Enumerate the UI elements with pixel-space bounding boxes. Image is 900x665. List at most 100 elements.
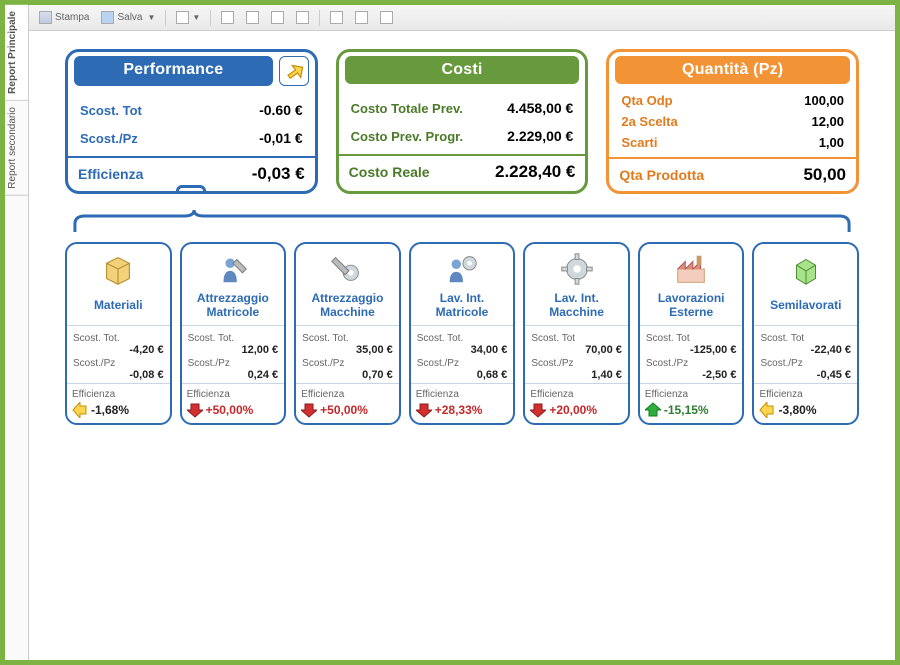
toolbar-separator xyxy=(319,10,320,26)
card-performance: Performance Scost. Tot-0.60 € Scost./Pz-… xyxy=(65,49,318,194)
node-title: Lav. Int. Macchine xyxy=(529,291,624,321)
card-quantita-summary: Qta Prodotta 50,00 xyxy=(609,157,856,191)
node-efficienza-label: Efficienza xyxy=(187,389,280,400)
node-scost-pz-value: 0,70 € xyxy=(302,369,393,381)
toolbar-separator xyxy=(210,10,211,26)
node-scost-pz-value: 0,68 € xyxy=(417,369,508,381)
toolbar: Stampa Salva▼ ▼ xyxy=(29,5,895,31)
trend-arrow-icon xyxy=(301,402,317,418)
node-title: Lavorazioni Esterne xyxy=(644,291,739,321)
node-efficienza-label: Efficienza xyxy=(301,389,394,400)
nav-next-button[interactable] xyxy=(267,10,288,25)
node-scost-pz-label: Scost./Pz xyxy=(417,358,508,369)
card-costi-summary: Costo Reale 2.228,40 € xyxy=(339,154,586,188)
node-title: Semilavorati xyxy=(758,291,853,321)
trend-arrow-icon xyxy=(530,402,546,418)
node-scost-pz-label: Scost./Pz xyxy=(188,358,279,369)
node-scost-tot-value: -22,40 € xyxy=(760,344,851,356)
node-title: Lav. Int. Matricole xyxy=(415,291,510,321)
nav-next-icon xyxy=(271,11,284,24)
detail-nodes-row: Materiali Scost. Tot. -4,20 € Scost./Pz … xyxy=(65,242,859,425)
node-scost-pz-value: 0,24 € xyxy=(188,369,279,381)
node-efficienza-label: Efficienza xyxy=(72,389,165,400)
detail-node[interactable]: Materiali Scost. Tot. -4,20 € Scost./Pz … xyxy=(65,242,172,425)
quantita-row: Scarti1,00 xyxy=(619,132,846,153)
node-efficienza-label: Efficienza xyxy=(530,389,623,400)
node-icon xyxy=(558,250,596,288)
node-scost-pz-label: Scost./Pz xyxy=(646,358,737,369)
perf-row: Scost. Tot-0.60 € xyxy=(78,96,305,124)
collapse-button[interactable] xyxy=(176,185,206,194)
node-scost-tot-label: Scost. Tot. xyxy=(73,333,164,344)
node-icon xyxy=(672,250,710,288)
node-scost-pz-value: 1,40 € xyxy=(531,369,622,381)
print-button[interactable]: Stampa xyxy=(35,10,93,25)
node-efficienza-value: -15,15% xyxy=(645,402,738,418)
node-efficienza-value: +28,33% xyxy=(416,402,509,418)
tab-report-secondary[interactable]: Report secondario xyxy=(5,101,28,196)
summary-cards-row: Performance Scost. Tot-0.60 € Scost./Pz-… xyxy=(65,49,859,194)
node-efficienza-value: -1,68% xyxy=(72,402,165,418)
nav-prev-button[interactable] xyxy=(242,10,263,25)
node-icon xyxy=(787,250,825,288)
nav-first-icon xyxy=(221,11,234,24)
trend-arrow-icon xyxy=(72,402,88,418)
node-scost-pz-label: Scost./Pz xyxy=(73,358,164,369)
performance-arrow-icon xyxy=(279,56,309,86)
detail-node[interactable]: Lav. Int. Macchine Scost. Tot 70,00 € Sc… xyxy=(523,242,630,425)
node-scost-pz-label: Scost./Pz xyxy=(760,358,851,369)
app-root: Report Principale Report secondario Stam… xyxy=(5,5,895,660)
detail-node[interactable]: Lavorazioni Esterne Scost. Tot -125,00 €… xyxy=(638,242,745,425)
detail-node[interactable]: Attrezzaggio Matricole Scost. Tot. 12,00… xyxy=(180,242,287,425)
trend-arrow-icon xyxy=(759,402,775,418)
node-scost-tot-value: -4,20 € xyxy=(73,344,164,356)
toolbar-btn-c[interactable] xyxy=(376,10,397,25)
node-scost-pz-label: Scost./Pz xyxy=(302,358,393,369)
node-title: Materiali xyxy=(71,291,166,321)
toolbar-btn-1[interactable]: ▼ xyxy=(172,10,204,25)
trend-arrow-icon xyxy=(416,402,432,418)
node-efficienza-value: +20,00% xyxy=(530,402,623,418)
detail-node[interactable]: Attrezzaggio Macchine Scost. Tot. 35,00 … xyxy=(294,242,401,425)
card-costi-title: Costi xyxy=(345,56,580,84)
detail-node[interactable]: Semilavorati Scost. Tot -22,40 € Scost./… xyxy=(752,242,859,425)
node-scost-tot-value: 35,00 € xyxy=(302,344,393,356)
node-efficienza-label: Efficienza xyxy=(645,389,738,400)
perf-row: Scost./Pz-0,01 € xyxy=(78,124,305,152)
nav-last-button[interactable] xyxy=(292,10,313,25)
node-scost-tot-value: 12,00 € xyxy=(188,344,279,356)
toolbar-btn-a[interactable] xyxy=(326,10,347,25)
toolbar-separator xyxy=(165,10,166,26)
node-scost-tot-label: Scost. Tot. xyxy=(188,333,279,344)
nav-prev-icon xyxy=(246,11,259,24)
node-scost-tot-label: Scost. Tot. xyxy=(417,333,508,344)
nav-last-icon xyxy=(296,11,309,24)
card-quantita: Quantità (Pz) Qta Odp100,00 2a Scelta12,… xyxy=(606,49,859,194)
node-icon xyxy=(99,250,137,288)
tab-report-primary[interactable]: Report Principale xyxy=(5,5,28,101)
card-costi: Costi Costo Totale Prev.4.458,00 € Costo… xyxy=(336,49,589,194)
node-scost-tot-label: Scost. Tot xyxy=(531,333,622,344)
print-icon xyxy=(39,11,52,24)
toolbar-icon-a xyxy=(330,11,343,24)
node-scost-pz-value: -0,08 € xyxy=(73,369,164,381)
node-scost-pz-value: -0,45 € xyxy=(760,369,851,381)
tree-bracket xyxy=(65,210,859,232)
save-button[interactable]: Salva▼ xyxy=(97,10,159,25)
detail-node[interactable]: Lav. Int. Matricole Scost. Tot. 34,00 € … xyxy=(409,242,516,425)
quantita-row: Qta Odp100,00 xyxy=(619,90,846,111)
card-performance-title: Performance xyxy=(74,56,273,86)
toolbar-icon-1 xyxy=(176,11,189,24)
toolbar-icon-b xyxy=(355,11,368,24)
node-efficienza-label: Efficienza xyxy=(416,389,509,400)
node-scost-tot-label: Scost. Tot. xyxy=(302,333,393,344)
node-scost-tot-value: 34,00 € xyxy=(417,344,508,356)
node-title: Attrezzaggio Macchine xyxy=(300,291,395,321)
nav-first-button[interactable] xyxy=(217,10,238,25)
toolbar-btn-b[interactable] xyxy=(351,10,372,25)
node-scost-pz-label: Scost./Pz xyxy=(531,358,622,369)
trend-arrow-icon xyxy=(645,402,661,418)
node-efficienza-value: +50,00% xyxy=(187,402,280,418)
card-quantita-title: Quantità (Pz) xyxy=(615,56,850,84)
report-content: Performance Scost. Tot-0.60 € Scost./Pz-… xyxy=(29,31,895,660)
